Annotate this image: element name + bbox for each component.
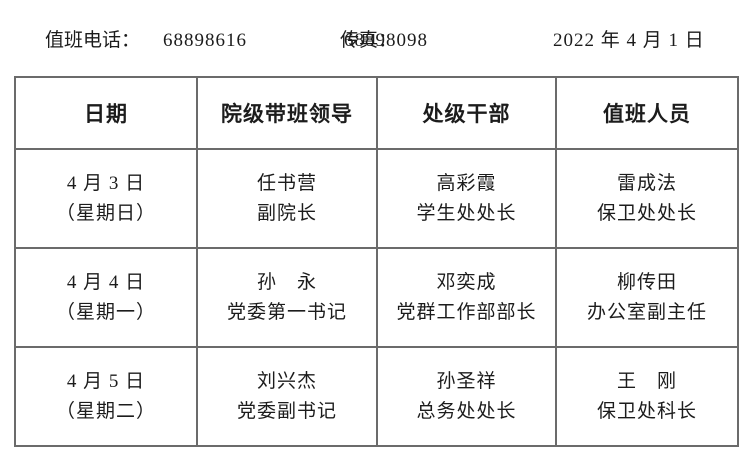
duty-phone-label: 值班电话： xyxy=(45,30,141,51)
cell-leader: 任书营 副院长 xyxy=(196,148,378,249)
weekday-text: （星期日） xyxy=(55,202,156,224)
cadre-name: 邓奕成 xyxy=(436,271,497,293)
cell-cadre: 高彩霞 学生处处长 xyxy=(376,148,557,249)
duty-title: 保卫处处长 xyxy=(596,202,697,224)
cell-cadre: 邓奕成 党群工作部部长 xyxy=(376,247,557,348)
cell-leader: 孙 永 党委第一书记 xyxy=(196,247,378,348)
cadre-name: 高彩霞 xyxy=(436,172,497,194)
cell-date: 4 月 5 日 （星期二） xyxy=(14,346,198,447)
cadre-title: 党群工作部部长 xyxy=(396,301,537,323)
duty-name: 柳传田 xyxy=(616,271,677,293)
column-header-leader: 院级带班领导 xyxy=(196,76,378,150)
fax-label: 传真： xyxy=(340,30,398,51)
duty-title: 保卫处科长 xyxy=(596,400,697,422)
cadre-title: 总务处处长 xyxy=(416,400,517,422)
date-text: 4 月 5 日 xyxy=(66,370,146,392)
leader-title: 党委副书记 xyxy=(236,400,337,422)
cell-leader: 刘兴杰 党委副书记 xyxy=(196,346,378,447)
duty-roster-table: 日期 院级带班领导 处级干部 值班人员 4 月 3 日 （星期日） 任书营 副院… xyxy=(14,76,739,447)
header-info-line: 值班电话： 68898616 传真： 68898098 2022 年 4 月 1 … xyxy=(0,30,750,54)
weekday-text: （星期二） xyxy=(55,400,156,422)
cell-duty: 雷成法 保卫处处长 xyxy=(555,148,739,249)
leader-title: 党委第一书记 xyxy=(226,301,347,323)
leader-title: 副院长 xyxy=(256,202,317,224)
duty-name: 王 刚 xyxy=(616,370,677,392)
leader-name: 孙 永 xyxy=(256,271,317,293)
table-row: 4 月 3 日 （星期日） 任书营 副院长 高彩霞 学生处处长 雷成法 保卫处处… xyxy=(14,148,739,249)
cell-date: 4 月 4 日 （星期一） xyxy=(14,247,198,348)
cadre-name: 孙圣祥 xyxy=(436,370,497,392)
column-header-duty: 值班人员 xyxy=(555,76,739,150)
weekday-text: （星期一） xyxy=(55,301,156,323)
date-text: 4 月 3 日 xyxy=(66,172,146,194)
cell-cadre: 孙圣祥 总务处处长 xyxy=(376,346,557,447)
table-header-row: 日期 院级带班领导 处级干部 值班人员 xyxy=(14,76,739,150)
fax-number: 68898098 xyxy=(344,30,428,51)
document-date: 2022 年 4 月 1 日 xyxy=(553,30,705,51)
leader-name: 刘兴杰 xyxy=(256,370,317,392)
duty-name: 雷成法 xyxy=(616,172,677,194)
table-row: 4 月 5 日 （星期二） 刘兴杰 党委副书记 孙圣祥 总务处处长 王 刚 保卫… xyxy=(14,346,739,447)
duty-title: 办公室副主任 xyxy=(586,301,707,323)
column-header-cadre: 处级干部 xyxy=(376,76,557,150)
column-header-date: 日期 xyxy=(14,76,198,150)
cell-duty: 柳传田 办公室副主任 xyxy=(555,247,739,348)
duty-phone-number: 68898616 xyxy=(163,30,247,51)
leader-name: 任书营 xyxy=(256,172,317,194)
cell-duty: 王 刚 保卫处科长 xyxy=(555,346,739,447)
cadre-title: 学生处处长 xyxy=(416,202,517,224)
date-text: 4 月 4 日 xyxy=(66,271,146,293)
table-row: 4 月 4 日 （星期一） 孙 永 党委第一书记 邓奕成 党群工作部部长 柳传田… xyxy=(14,247,739,348)
cell-date: 4 月 3 日 （星期日） xyxy=(14,148,198,249)
fax-group: 传真： 68898098 xyxy=(340,30,428,52)
